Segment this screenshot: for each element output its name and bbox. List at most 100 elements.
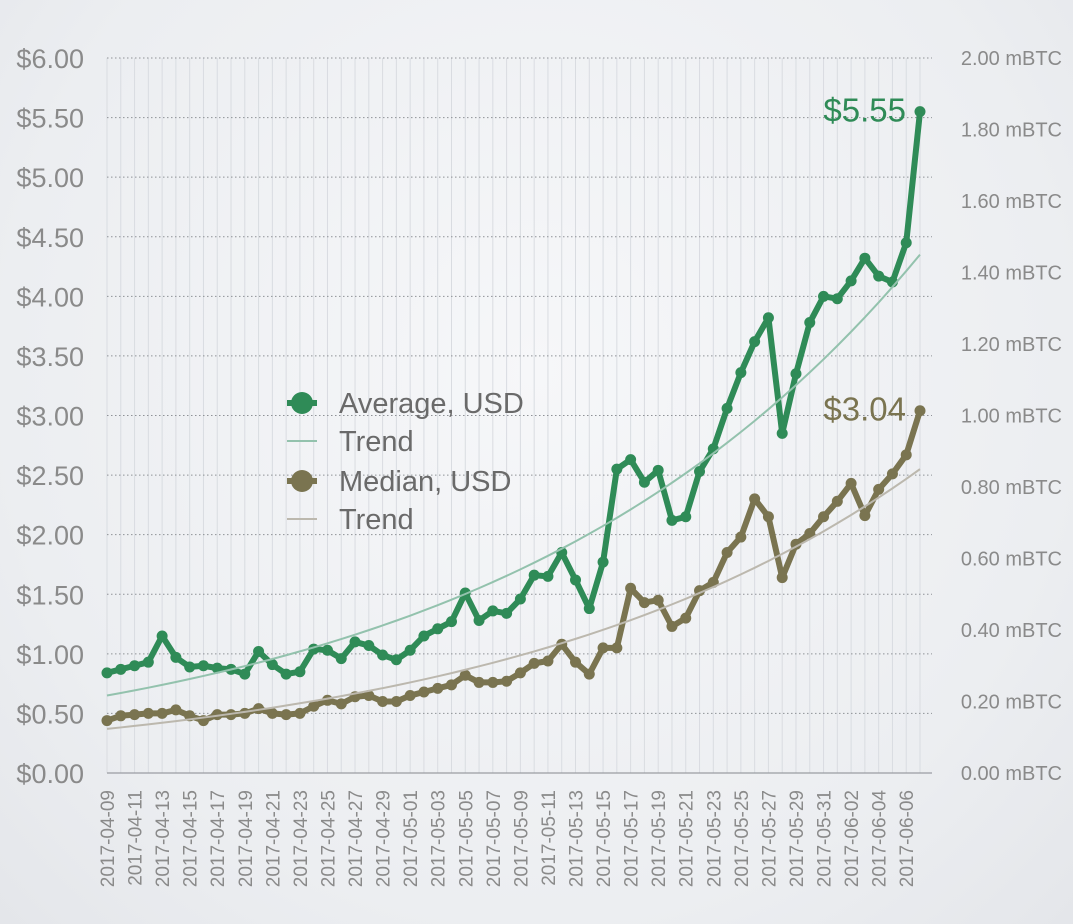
data-point [253,703,265,715]
x-tick-label: 2017-04-09 [98,790,119,887]
data-point [583,668,595,680]
data-point [638,597,650,609]
data-point [473,676,485,688]
data-point [514,593,526,605]
data-point [762,511,774,523]
data-point [680,612,692,624]
data-point [625,582,637,594]
data-point [886,468,898,480]
y-tick-label-left: $5.00 [16,163,84,193]
data-point [390,696,402,707]
x-tick-label: 2017-04-27 [346,790,367,887]
y-tick-label-right: 1.00 mBTC [961,406,1062,428]
data-point [115,710,127,722]
data-point [845,275,857,287]
data-point [253,645,265,657]
data-point [473,614,485,626]
data-point [804,527,816,539]
data-point [349,636,361,648]
data-point [900,237,912,249]
data-point [308,700,320,712]
data-point [652,464,664,476]
x-tick-label: 2017-06-06 [897,790,918,887]
series-lines [101,106,926,730]
x-tick-label: 2017-05-03 [429,790,450,887]
data-point [321,644,333,656]
data-point [625,454,637,466]
x-tick-label: 2017-05-23 [704,790,725,887]
data-point [487,676,499,688]
data-point [873,270,885,282]
data-point [694,466,706,478]
y-tick-label-left: $1.50 [16,580,84,610]
data-point [859,510,871,522]
data-point [597,556,609,568]
data-point [280,668,292,680]
y-tick-label-right: 0.20 mBTC [961,692,1062,714]
x-tick-label: 2017-05-13 [567,790,588,887]
data-point [445,616,457,628]
data-point [170,704,182,716]
x-tick-label: 2017-05-05 [456,790,477,887]
data-point [432,682,444,694]
y-tick-label-right: 0.40 mBTC [961,620,1062,642]
data-point [900,449,912,461]
data-point [335,698,347,710]
data-point [583,603,595,615]
data-point [831,495,843,507]
data-point [184,661,196,673]
y-tick-label-left: $2.50 [16,461,84,491]
x-tick-label: 2017-05-09 [511,790,532,887]
y-tick-label-left: $5.50 [16,104,84,134]
legend-marker-dot [291,392,313,414]
y-tick-label-right: 1.80 mBTC [961,120,1062,142]
x-tick-label: 2017-04-13 [153,790,174,887]
y-tick-label-right: 0.80 mBTC [961,477,1062,499]
x-tick-label: 2017-05-15 [594,790,615,887]
data-point [115,663,127,675]
data-point [514,667,526,679]
data-point [831,293,843,305]
data-point [101,715,113,727]
y-tick-label-left: $4.00 [16,282,84,312]
axes: $0.00 $0.50 $1.00 $1.50 $2.00 $2.50 $3.00 $3.50… [16,44,1062,887]
data-point [142,656,154,668]
data-point [404,690,416,702]
data-point [845,477,857,489]
y-tick-label-left: $3.00 [16,402,84,432]
x-tick-label: 2017-04-21 [263,790,284,887]
data-point [776,572,788,584]
data-point [487,605,499,617]
data-point [776,427,788,439]
legend-label: Median, USD [339,466,511,498]
data-point [459,669,471,681]
y-tick-label-right: 1.20 mBTC [961,334,1062,356]
y-tick-label-left: $0.00 [16,759,84,789]
trend-line [106,468,921,730]
data-point [666,514,678,526]
legend-label: Average, USD [339,388,524,420]
data-point [542,570,554,582]
x-tick-label: 2017-04-17 [208,790,229,887]
data-point [363,690,375,702]
y-tick-label-right: 0.00 mBTC [961,763,1062,785]
data-point [377,649,389,661]
data-point [129,709,141,721]
legend: Average, USD Trend Median, USD Trend [287,388,524,536]
data-point [721,402,733,414]
data-point [735,531,747,543]
data-point [211,662,223,674]
end-value-label: $3.04 [823,391,906,428]
data-point [666,620,678,632]
legend-label: Trend [339,426,414,458]
x-tick-label: 2017-06-02 [842,790,863,887]
data-point [129,660,141,672]
data-point [528,569,540,581]
x-tick-label: 2017-05-31 [815,790,836,887]
data-point [445,679,457,691]
legend-marker-dot [291,470,313,492]
data-point [390,654,402,666]
data-point [749,336,761,348]
data-point [570,574,582,586]
y-tick-label-left: $3.50 [16,342,84,372]
